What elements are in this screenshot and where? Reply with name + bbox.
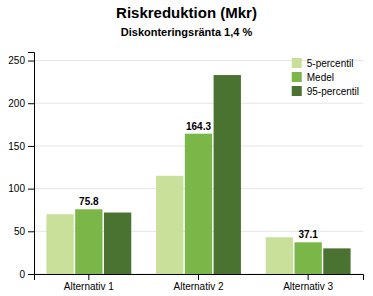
- bar: [266, 237, 293, 274]
- bar: [75, 209, 102, 274]
- title: Riskreduktion (Mkr): [116, 4, 257, 21]
- subtitle: Diskonteringsränta 1,4 %: [121, 26, 253, 38]
- plot: Alternativ 1 Alternativ 2 Alternativ 3 0 50 1…: [8, 53, 363, 293]
- bar: [295, 242, 322, 274]
- grid: [34, 61, 363, 274]
- tick: 0: [19, 269, 34, 280]
- legend: 5-percentil Medel 95-percentil: [292, 58, 359, 97]
- tick-mark: [198, 274, 199, 280]
- legend-label: 95-percentil: [307, 86, 359, 97]
- tick: 250: [8, 55, 34, 66]
- bar-series: [75, 134, 322, 274]
- tick-label: 150: [8, 141, 25, 152]
- tick: 100: [8, 183, 34, 194]
- axis-line: [28, 53, 35, 275]
- tick-label: 0: [19, 269, 25, 280]
- tick-mark: [28, 103, 34, 104]
- tick-label: 200: [8, 98, 25, 109]
- data-label: 75.8: [79, 196, 99, 207]
- tick-label: Alternativ 2: [173, 281, 223, 292]
- bar-series: [104, 75, 351, 274]
- data-label: 37.1: [298, 229, 318, 240]
- bar: [46, 214, 73, 274]
- bar-series: [46, 176, 293, 274]
- y-axis: 0 50 100 150 200 250: [8, 53, 34, 280]
- tick-label: Alternativ 3: [283, 281, 333, 292]
- tick-label: 50: [14, 226, 26, 237]
- chart: Riskreduktion (Mkr) Diskonteringsränta 1,…: [0, 0, 373, 296]
- grid-line: [34, 103, 363, 104]
- tick-mark: [28, 61, 34, 62]
- bar: [323, 248, 350, 274]
- tick: Alternativ 1: [64, 274, 114, 292]
- legend-label: 5-percentil: [307, 58, 354, 69]
- tick-label: 100: [8, 183, 25, 194]
- tick-mark: [28, 231, 34, 232]
- tick-mark: [308, 274, 309, 280]
- legend-swatch: [292, 86, 302, 96]
- bar: [214, 75, 241, 274]
- bar: [104, 213, 131, 274]
- bar: [156, 176, 183, 274]
- tick-mark: [28, 189, 34, 190]
- legend-label: Medel: [307, 72, 334, 83]
- legend-swatch: [292, 58, 302, 68]
- tick: Alternativ 2: [173, 274, 223, 292]
- tick: 50: [14, 226, 34, 237]
- x-axis: Alternativ 1 Alternativ 2 Alternativ 3: [35, 274, 364, 292]
- tick-label: Alternativ 1: [64, 281, 114, 292]
- legend-item: Medel: [292, 72, 334, 83]
- tick: Alternativ 3: [283, 274, 333, 292]
- legend-item: 5-percentil: [292, 58, 354, 69]
- data-labels: 75.8 164.3 37.1: [79, 121, 318, 241]
- tick-label: 250: [8, 55, 25, 66]
- axis-line: [35, 275, 364, 281]
- tick: 150: [8, 141, 34, 152]
- bars: [46, 75, 350, 274]
- tick: 200: [8, 98, 34, 109]
- tick-mark: [28, 274, 34, 275]
- tick-mark: [88, 274, 89, 280]
- tick-mark: [28, 146, 34, 147]
- legend-item: 95-percentil: [292, 86, 359, 97]
- data-label: 164.3: [186, 121, 211, 132]
- legend-swatch: [292, 72, 302, 82]
- bar: [185, 134, 212, 274]
